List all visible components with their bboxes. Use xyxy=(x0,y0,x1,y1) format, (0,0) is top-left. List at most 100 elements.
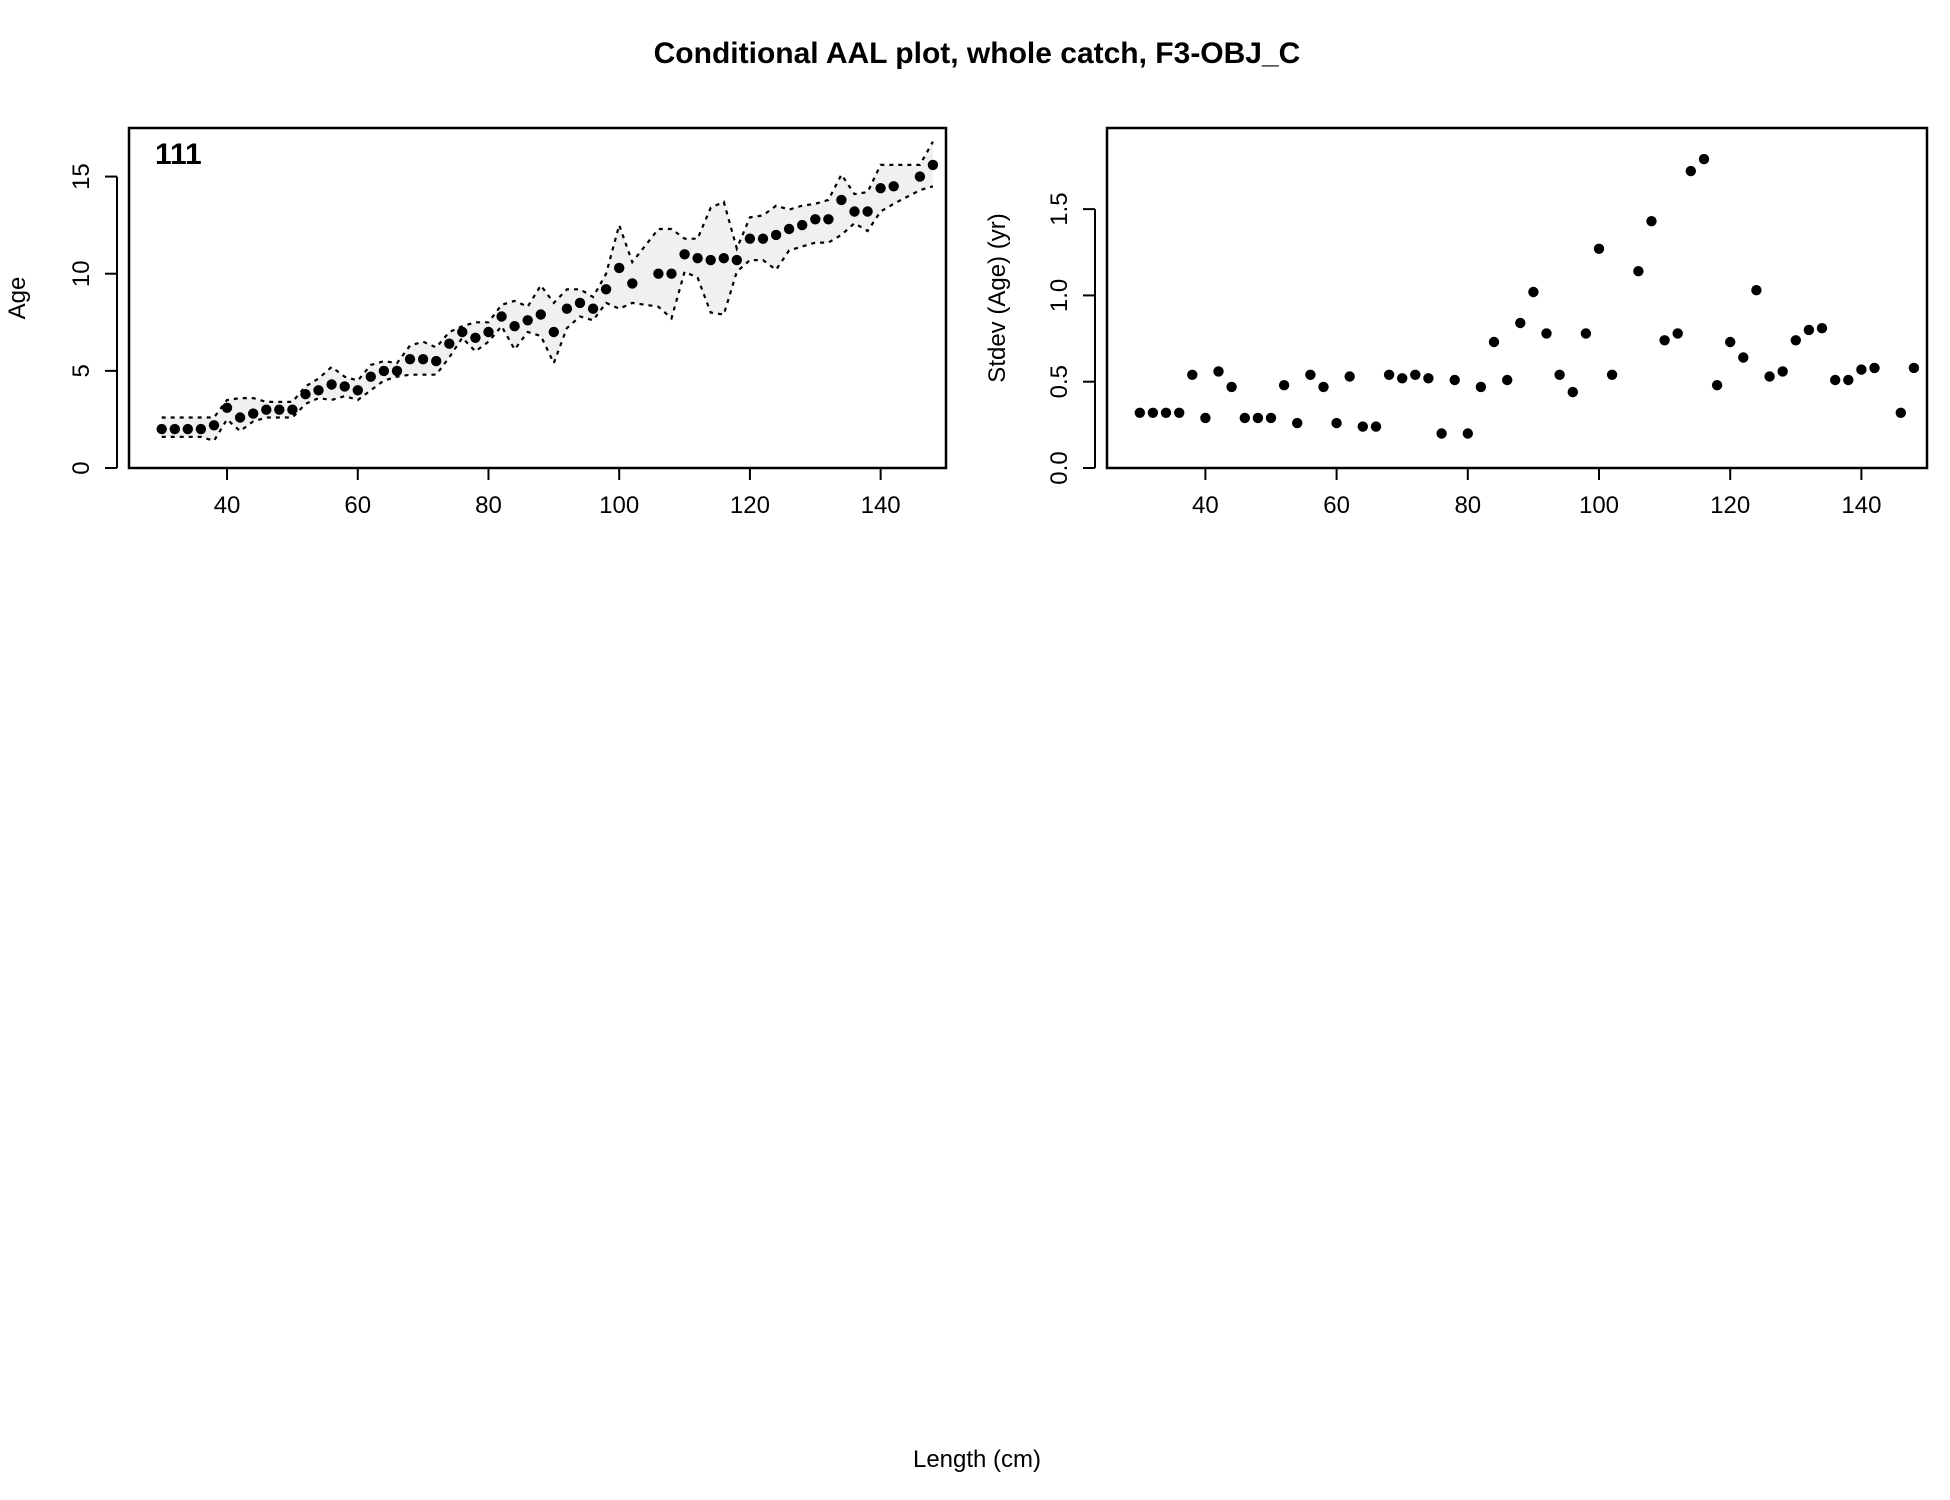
stdev-point xyxy=(1331,417,1342,429)
age-point xyxy=(391,365,403,377)
age-point xyxy=(875,183,886,194)
stdev-point xyxy=(1567,386,1579,398)
stdev-point xyxy=(1816,323,1828,334)
stdev-point xyxy=(1475,381,1487,393)
age-point xyxy=(836,194,847,206)
age-point xyxy=(757,233,769,244)
stdev-point xyxy=(1606,369,1618,380)
age-point xyxy=(731,254,742,266)
age-point xyxy=(352,385,363,396)
stdev-point xyxy=(1134,407,1146,418)
stdev-point xyxy=(1790,335,1802,346)
stdev-point xyxy=(1580,328,1592,339)
stdev-point xyxy=(1265,412,1277,424)
age-point xyxy=(770,229,782,241)
age-panel: 40 60 80 100 120 140 0 5 10 15 111 Age xyxy=(4,126,948,519)
lower-bound-line xyxy=(161,185,934,443)
age-point xyxy=(705,254,716,266)
stdev-x-tick-label: 120 xyxy=(1710,492,1750,519)
age-x-tick-label: 80 xyxy=(475,492,502,519)
stdev-point xyxy=(1397,373,1408,384)
age-point xyxy=(744,233,756,244)
age-point xyxy=(666,268,677,279)
stdev-point xyxy=(1830,374,1841,386)
stdev-point xyxy=(1344,371,1355,382)
age-point xyxy=(182,423,193,435)
age-point xyxy=(783,223,795,235)
stdev-point xyxy=(1252,412,1264,424)
age-point xyxy=(457,326,468,338)
age-point xyxy=(221,402,233,413)
stdev-point xyxy=(1239,412,1251,424)
stdev-point xyxy=(1895,407,1907,418)
age-y-axis-label: Age xyxy=(4,277,31,320)
age-x-tick-label: 120 xyxy=(730,492,770,519)
stdev-y-tick-label: 1.0 xyxy=(1046,279,1073,312)
age-point xyxy=(287,404,298,415)
age-point xyxy=(914,171,926,182)
age-point xyxy=(417,354,429,365)
stdev-y-tick-label: 0.5 xyxy=(1046,365,1073,398)
age-point xyxy=(496,311,507,322)
figure-title: Conditional AAL plot, whole catch, F3-OB… xyxy=(654,37,1301,70)
age-point xyxy=(169,423,180,435)
age-point xyxy=(234,412,246,423)
stdev-point xyxy=(1174,407,1185,418)
stdev-point xyxy=(1305,369,1316,380)
age-point xyxy=(365,371,376,382)
age-point xyxy=(431,355,442,367)
stdev-x-tick-label: 80 xyxy=(1454,492,1481,519)
stdev-point xyxy=(1659,335,1670,346)
stdev-point xyxy=(1200,412,1211,424)
age-point xyxy=(509,321,520,332)
stdev-point xyxy=(1357,421,1369,432)
stdev-point xyxy=(1593,243,1605,254)
stdev-points xyxy=(1134,153,1920,439)
age-point xyxy=(849,206,860,217)
stdev-point xyxy=(1711,380,1723,391)
stdev-point xyxy=(1488,336,1500,348)
stdev-point xyxy=(1462,428,1474,439)
stdev-y-axis-label: Stdev (Age) (yr) xyxy=(984,213,1011,382)
stdev-point xyxy=(1554,369,1565,380)
age-point xyxy=(823,214,834,225)
age-point xyxy=(300,389,311,400)
age-point xyxy=(653,268,664,279)
stdev-y-axis: 0.0 0.5 1.0 1.5 xyxy=(1046,192,1096,485)
stdev-point xyxy=(1646,216,1657,227)
stdev-point xyxy=(1410,369,1421,380)
stdev-panel: 40 60 80 100 120 140 0.0 0.5 1.0 1.5 Stdev (Age)… xyxy=(984,126,1929,519)
age-point xyxy=(483,326,494,338)
age-point xyxy=(326,379,337,390)
stdev-plot-frame xyxy=(1105,126,1929,470)
age-y-tick-label: 5 xyxy=(68,364,95,377)
age-point xyxy=(614,262,625,274)
age-x-tick-label: 140 xyxy=(861,492,901,519)
age-point xyxy=(862,206,873,217)
stdev-point xyxy=(1869,362,1880,374)
age-point xyxy=(535,309,546,320)
stdev-point xyxy=(1541,328,1552,339)
stdev-point xyxy=(1738,352,1749,363)
stdev-x-axis: 40 60 80 100 120 140 xyxy=(1192,467,1881,519)
upper-bound-line xyxy=(161,141,934,419)
stdev-x-tick-label: 140 xyxy=(1841,492,1881,519)
stdev-point xyxy=(1318,381,1329,393)
age-point xyxy=(692,253,703,264)
stdev-point xyxy=(1502,374,1513,386)
stdev-point xyxy=(1764,371,1775,382)
age-y-tick-label: 15 xyxy=(68,163,95,190)
age-point xyxy=(718,253,729,264)
age-interval-band xyxy=(161,141,933,441)
stdev-point xyxy=(1423,373,1434,384)
age-point xyxy=(339,381,350,392)
stdev-x-tick-label: 100 xyxy=(1579,492,1619,519)
age-point xyxy=(522,315,533,326)
age-y-tick-label: 10 xyxy=(68,260,95,287)
age-point xyxy=(248,408,259,419)
stdev-point xyxy=(1856,364,1867,375)
mean-age-points xyxy=(156,159,939,435)
stdev-point xyxy=(1292,417,1303,429)
age-panel-label: 111 xyxy=(155,138,202,171)
